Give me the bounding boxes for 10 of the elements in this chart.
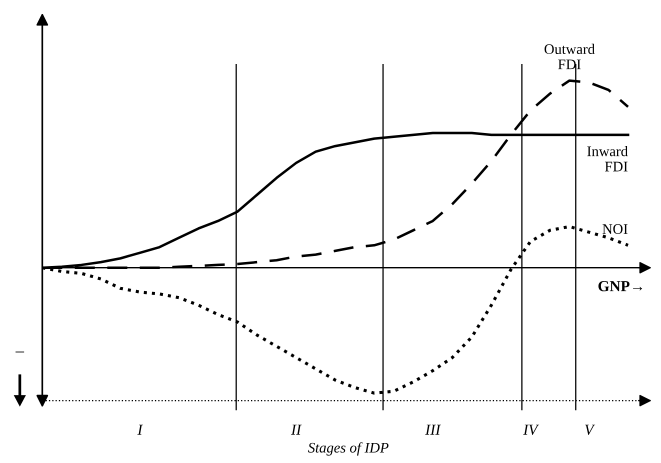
x-tick-label: I [137,424,144,435]
x-tick-label: III [425,424,442,435]
text: Stages of IDP [308,442,388,456]
x-tick-label: IV [523,424,540,435]
x-tick-label: II [290,424,302,435]
x-axis-title: GNP→ [598,281,642,292]
series-label: NOI [602,224,628,234]
series-label: Inward FDI [587,146,628,172]
series-label: Outward FDI [544,44,595,70]
x-tick-label: V [585,424,596,435]
